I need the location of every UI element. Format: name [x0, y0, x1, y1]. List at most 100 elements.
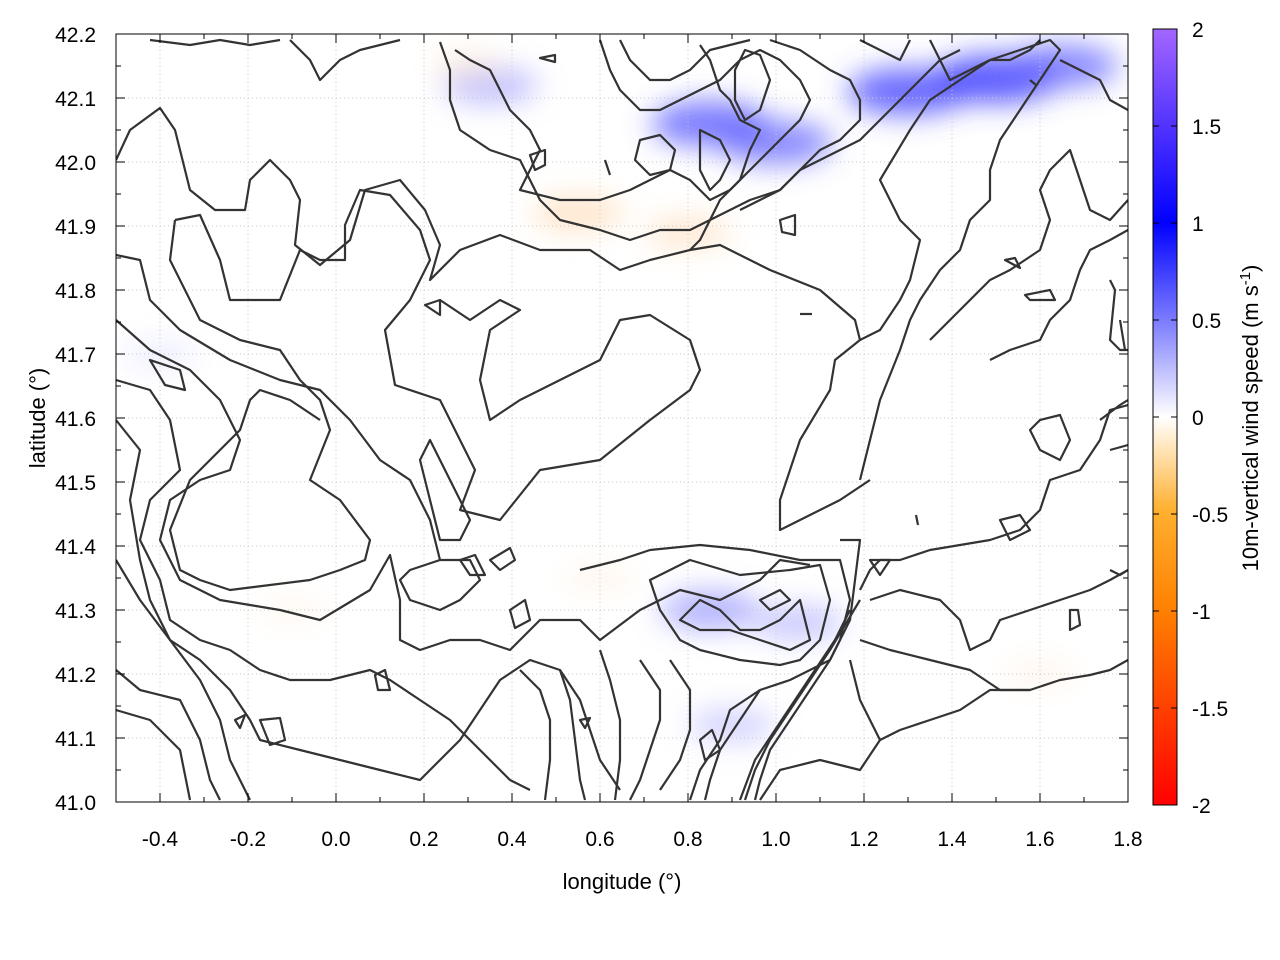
- contour-line: [1003, 256, 1022, 270]
- contour-line: [578, 716, 592, 730]
- colorbar-label-main: 10m-vertical wind speed (m s: [1238, 285, 1263, 571]
- contour-line: [598, 39, 812, 251]
- contour-line: [528, 148, 547, 172]
- contour-line: [1109, 443, 1128, 452]
- colorbar-label: 10m-vertical wind speed (m s-1): [1237, 265, 1264, 572]
- x-tick-label: 1.6: [1025, 828, 1054, 851]
- colorbar-tick-label: 1: [1192, 213, 1204, 236]
- colorbar-label-sup: -1: [1237, 272, 1254, 285]
- contour-line: [233, 713, 247, 730]
- contour-line: [759, 739, 881, 801]
- contour-line: [1109, 569, 1128, 577]
- contour-line: [454, 44, 762, 202]
- x-tick-label: -0.2: [230, 828, 266, 851]
- y-tick-label: 41.6: [55, 408, 96, 431]
- contour-line: [418, 438, 472, 542]
- contour-line: [869, 569, 1128, 652]
- y-tick-label: 42.2: [55, 24, 96, 47]
- contour-line: [739, 38, 862, 211]
- field-cell: [644, 215, 732, 250]
- contour-line: [519, 669, 552, 801]
- contour-line: [929, 148, 1128, 341]
- contour-line: [558, 669, 587, 801]
- x-axis: -0.4 -0.2 0.0 0.2 0.4 0.6 0.8 1.0 1.2 1.4 1.6 1.8: [142, 828, 1143, 851]
- contour-line: [373, 668, 392, 692]
- contour-line: [733, 48, 772, 122]
- colorbar-tick-label: -2: [1192, 795, 1211, 818]
- plot-area: [115, 33, 1129, 803]
- field-cell: [1005, 44, 1119, 88]
- contour-line: [678, 598, 812, 652]
- colorbar-tick-label: 1.5: [1192, 116, 1221, 139]
- contour-line: [289, 38, 401, 82]
- contour-line: [989, 229, 1128, 361]
- contour-line: [738, 609, 851, 801]
- contour-line: [1118, 319, 1127, 351]
- contour-line: [438, 41, 961, 242]
- contour-line: [116, 106, 871, 532]
- colorbar-tick-label: -1.5: [1192, 698, 1228, 721]
- contour-line: [1029, 79, 1037, 86]
- y-axis-label: latitude (°): [25, 368, 50, 469]
- field-cell: [688, 708, 776, 742]
- colorbar-tick-label: -1: [1192, 601, 1211, 624]
- x-tick-label: -0.4: [142, 828, 179, 851]
- x-tick-label: 1.8: [1113, 828, 1142, 851]
- contour-line: [538, 53, 557, 64]
- x-tick-label: 1.2: [849, 828, 878, 851]
- contour-line: [858, 38, 1062, 481]
- contour-line: [1108, 279, 1128, 352]
- contour-line: [859, 39, 911, 62]
- y-tick-label: 41.8: [55, 280, 96, 303]
- contour-line: [116, 708, 192, 801]
- x-tick-label: 1.4: [937, 828, 967, 851]
- contour-line: [598, 649, 622, 801]
- contour-line: [458, 553, 487, 577]
- x-tick-label: 0.4: [497, 828, 527, 851]
- contour-line: [258, 716, 287, 747]
- y-tick-label: 41.5: [55, 472, 96, 495]
- y-tick-label: 41.3: [55, 600, 96, 623]
- contour-line: [848, 659, 1030, 742]
- contour-line: [703, 689, 761, 801]
- colorbar-label-end: ): [1238, 265, 1263, 272]
- y-axis: 41.0 41.1 41.2 41.3 41.4 41.5 41.6 41.7 41.8 41.9…: [55, 24, 96, 815]
- x-tick-label: 0.2: [409, 828, 438, 851]
- contour-line: [998, 513, 1032, 542]
- contour-line: [603, 159, 612, 176]
- colorbar: 2 1.5 1 0.5 0 -0.5 -1 -1.5 -2 10m-vertical wind …: [1152, 19, 1264, 818]
- field-cell: [429, 50, 507, 82]
- field-cell: [660, 590, 760, 630]
- contour-line: [423, 298, 442, 317]
- x-tick-label: 0.0: [321, 828, 350, 851]
- contour-line: [116, 319, 811, 652]
- contour-line: [174, 188, 702, 522]
- y-tick-label: 42.1: [55, 88, 96, 111]
- contour-line: [619, 38, 751, 82]
- colorbar-tick-label: -0.5: [1192, 504, 1228, 527]
- colorbar-tick-label: 0.5: [1192, 310, 1221, 333]
- contour-line: [1059, 59, 1128, 111]
- colorbar-ticks: 2 1.5 1 0.5 0 -0.5 -1 -1.5 -2: [1153, 19, 1228, 818]
- contour-line: [698, 128, 732, 192]
- x-tick-label: 0.6: [585, 828, 614, 851]
- contour-line: [116, 559, 251, 801]
- contour-line: [914, 514, 920, 526]
- contour-line: [116, 253, 482, 612]
- contour-lines: [116, 38, 1128, 801]
- contour-line: [116, 669, 221, 801]
- colorbar-tick-label: 2: [1192, 19, 1204, 42]
- contour-line: [1023, 288, 1057, 302]
- colorbar-tick-label: 0: [1192, 407, 1204, 430]
- y-tick-label: 41.0: [55, 792, 96, 815]
- contour-line: [659, 659, 692, 791]
- y-tick-label: 41.9: [55, 216, 96, 239]
- contour-line: [1099, 399, 1128, 421]
- contour-line: [633, 133, 677, 177]
- tick-marks: [116, 33, 1129, 803]
- field-cell: [532, 195, 624, 231]
- y-tick-label: 41.2: [55, 664, 96, 687]
- contour-line: [929, 39, 1041, 82]
- contour-line: [629, 659, 662, 801]
